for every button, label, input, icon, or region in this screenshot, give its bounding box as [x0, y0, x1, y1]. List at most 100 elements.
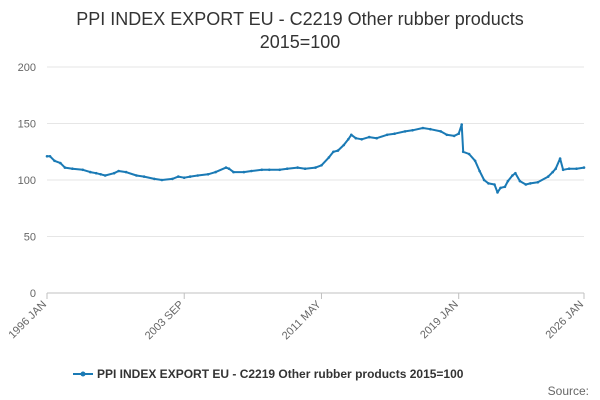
- data-point-65[interactable]: [493, 183, 496, 186]
- data-point-72[interactable]: [518, 179, 522, 183]
- y-tick-label-0: 0: [30, 288, 36, 300]
- data-point-60[interactable]: [467, 152, 471, 156]
- data-point-12[interactable]: [117, 169, 120, 173]
- data-point-62[interactable]: [478, 169, 481, 173]
- data-point-35[interactable]: [303, 167, 307, 170]
- data-point-29[interactable]: [250, 169, 253, 173]
- data-point-66[interactable]: [496, 191, 499, 194]
- data-point-71[interactable]: [514, 171, 517, 175]
- data-point-61[interactable]: [473, 159, 477, 163]
- data-point-70[interactable]: [511, 174, 514, 177]
- data-point-20[interactable]: [182, 176, 186, 179]
- data-point-27[interactable]: [232, 170, 235, 174]
- data-point-38[interactable]: [327, 156, 331, 159]
- data-point-49[interactable]: [393, 132, 396, 135]
- data-point-11[interactable]: [112, 171, 116, 175]
- data-point-8[interactable]: [94, 171, 98, 175]
- data-point-30[interactable]: [260, 168, 264, 172]
- data-point-63[interactable]: [482, 178, 486, 182]
- data-point-14[interactable]: [135, 174, 138, 177]
- data-point-47[interactable]: [375, 136, 379, 140]
- plot-area: [45, 123, 586, 194]
- data-point-16[interactable]: [153, 177, 156, 181]
- chart-title: PPI INDEX EXPORT EU - C2219 Other rubber…: [76, 9, 524, 29]
- data-point-36[interactable]: [314, 166, 317, 169]
- data-point-6[interactable]: [81, 168, 85, 172]
- data-point-13[interactable]: [124, 170, 128, 174]
- data-point-15[interactable]: [142, 175, 146, 178]
- y-tick-label-150: 150: [18, 119, 36, 131]
- data-point-5[interactable]: [71, 167, 74, 170]
- data-point-68[interactable]: [503, 185, 507, 189]
- data-point-67[interactable]: [499, 186, 502, 190]
- data-point-79[interactable]: [558, 157, 562, 160]
- series-line-0[interactable]: [46, 123, 585, 194]
- data-point-37[interactable]: [320, 164, 323, 167]
- data-point-4[interactable]: [63, 166, 67, 169]
- data-point-45[interactable]: [360, 138, 364, 141]
- data-point-48[interactable]: [385, 133, 389, 137]
- data-point-51[interactable]: [411, 129, 414, 132]
- data-point-52[interactable]: [421, 126, 425, 130]
- data-point-80[interactable]: [561, 168, 565, 172]
- data-point-76[interactable]: [546, 175, 550, 178]
- data-point-56[interactable]: [452, 134, 456, 138]
- data-point-10[interactable]: [103, 174, 107, 177]
- data-point-44[interactable]: [354, 136, 358, 140]
- data-point-39[interactable]: [332, 150, 335, 154]
- data-point-64[interactable]: [487, 182, 490, 185]
- data-point-7[interactable]: [89, 170, 92, 174]
- data-point-69[interactable]: [506, 179, 510, 183]
- data-point-59[interactable]: [461, 150, 465, 154]
- data-point-74[interactable]: [529, 182, 532, 185]
- data-point-43[interactable]: [350, 133, 353, 137]
- x-tick-label-2: 2011 MAY: [280, 298, 324, 342]
- data-point-73[interactable]: [524, 183, 528, 186]
- data-point-75[interactable]: [536, 181, 540, 184]
- data-point-28[interactable]: [242, 170, 246, 174]
- data-point-25[interactable]: [224, 166, 228, 169]
- data-point-21[interactable]: [188, 175, 192, 178]
- data-point-32[interactable]: [278, 168, 282, 172]
- data-point-83[interactable]: [582, 166, 586, 169]
- data-point-31[interactable]: [268, 168, 271, 172]
- data-point-2[interactable]: [53, 159, 56, 163]
- legend[interactable]: PPI INDEX EXPORT EU - C2219 Other rubber…: [73, 367, 464, 381]
- data-point-46[interactable]: [367, 135, 371, 139]
- data-point-40[interactable]: [336, 149, 340, 152]
- data-point-41[interactable]: [342, 143, 346, 147]
- y-tick-label-50: 50: [24, 232, 36, 244]
- y-axis: 0 50 100 150 200: [18, 62, 36, 300]
- data-point-1[interactable]: [48, 155, 52, 158]
- data-point-53[interactable]: [429, 127, 432, 131]
- data-point-9[interactable]: [99, 173, 102, 176]
- data-point-77[interactable]: [551, 170, 554, 174]
- data-point-54[interactable]: [439, 130, 443, 133]
- x-axis: 1996 JAN 2003 SEP 2011 MAY 2019 JAN 2026 JAN: [6, 293, 586, 342]
- data-point-3[interactable]: [59, 161, 62, 165]
- source-label[interactable]: Source:: [548, 384, 589, 398]
- data-point-33[interactable]: [285, 167, 289, 170]
- data-point-0[interactable]: [45, 155, 49, 158]
- data-point-26[interactable]: [227, 167, 231, 170]
- data-point-42[interactable]: [347, 138, 350, 141]
- data-point-57[interactable]: [457, 132, 461, 135]
- data-point-19[interactable]: [177, 175, 180, 178]
- data-point-17[interactable]: [160, 178, 164, 182]
- data-point-55[interactable]: [445, 133, 449, 137]
- data-point-24[interactable]: [214, 170, 217, 174]
- data-point-81[interactable]: [567, 167, 571, 170]
- data-point-18[interactable]: [171, 177, 174, 181]
- data-point-50[interactable]: [403, 130, 407, 133]
- x-tick-label-1: 2003 SEP: [143, 299, 187, 343]
- data-point-58[interactable]: [460, 123, 464, 126]
- data-point-34[interactable]: [296, 166, 299, 169]
- legend-label: PPI INDEX EXPORT EU - C2219 Other rubber…: [97, 367, 464, 381]
- data-point-23[interactable]: [206, 173, 210, 176]
- data-point-78[interactable]: [554, 167, 557, 170]
- data-point-22[interactable]: [196, 174, 199, 177]
- data-point-82[interactable]: [575, 167, 578, 170]
- legend-dot-marker: [80, 371, 86, 377]
- y-tick-label-100: 100: [18, 175, 36, 187]
